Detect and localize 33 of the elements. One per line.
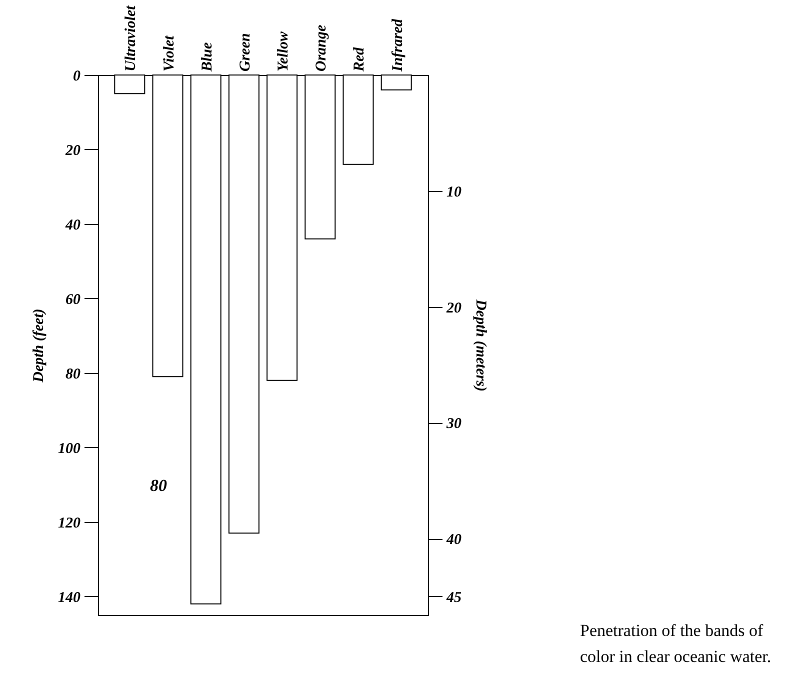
bar: [304, 74, 336, 240]
y-tick-label: 60: [66, 292, 81, 308]
x-tick-label: Infrared: [390, 18, 406, 72]
y-tick-label: 140: [58, 590, 81, 606]
bar: [190, 74, 222, 604]
y-tick-label: 40: [64, 217, 81, 234]
text: Penetration of the bands of color in clear oceanic water.: [580, 620, 772, 668]
y2-tick-label: 10: [446, 184, 462, 200]
x-tick-label: Violet: [161, 34, 178, 72]
y-tick-label: 120: [58, 515, 81, 532]
bar: [266, 74, 298, 381]
y-tick-label: 20: [64, 142, 81, 159]
y-axis-title: Depth (feet): [31, 308, 47, 384]
y2-tick-label: 30: [446, 416, 462, 432]
bar: [152, 74, 184, 378]
bar: [228, 74, 260, 534]
bar: [342, 74, 374, 165]
y2-tick-label: 45: [446, 590, 462, 606]
x-tick-label: Orange: [314, 24, 330, 72]
x-tick-label: Yellow: [276, 30, 292, 72]
bar: [380, 74, 412, 90]
x-tick-label: Ultraviolet: [123, 4, 140, 72]
y2-axis-title: Depth (meters): [472, 298, 488, 392]
x-tick-label: Blue: [199, 42, 216, 72]
annotation: 80: [150, 476, 167, 496]
y-tick-label: 80: [66, 366, 81, 382]
y-tick-label: 0: [73, 68, 81, 84]
x-tick-label: Green: [237, 33, 254, 72]
y2-tick-label: 20: [446, 300, 462, 316]
x-tick-label: Red: [352, 46, 368, 72]
bar: [114, 74, 146, 94]
y-tick-label: 100: [58, 440, 81, 457]
y2-tick-label: 40: [446, 532, 462, 548]
